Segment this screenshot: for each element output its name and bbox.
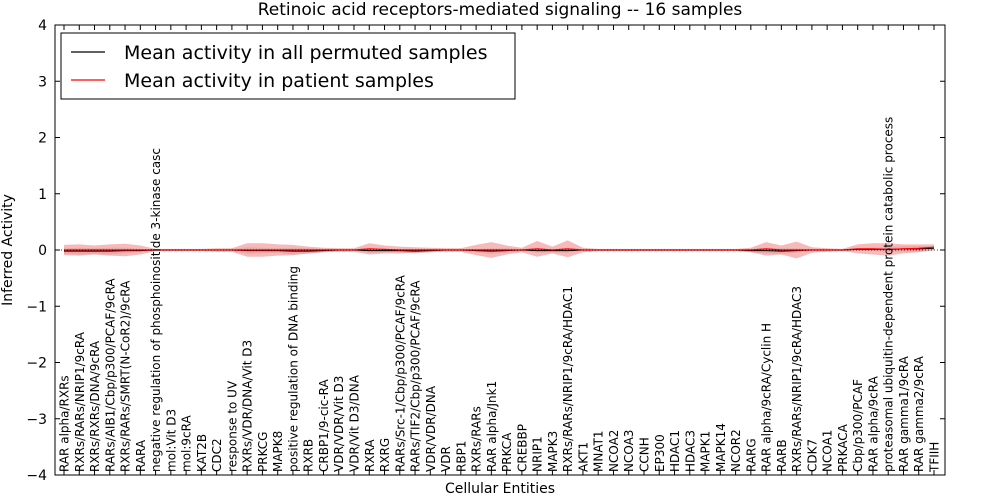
x-tick-label: RAR alpha/9cRA xyxy=(866,375,880,472)
x-tick-label: VDR/VDR/Vit D3 xyxy=(332,376,346,472)
x-tick-label: RARs/Src-1/Cbp/p300/PCAF/9cRA xyxy=(393,274,407,472)
x-tick-label: proteasomal ubiquitin-dependent protein … xyxy=(882,117,896,472)
x-tick-label: CDK7 xyxy=(805,439,819,472)
y-axis-label: Inferred Activity xyxy=(0,194,16,306)
legend-label: Mean activity in patient samples xyxy=(124,70,434,92)
x-tick-label: response to UV xyxy=(225,380,239,472)
y-tick-label: 3 xyxy=(38,74,47,90)
x-tick-label: MAPK1 xyxy=(699,431,713,472)
x-tick-label: VDR xyxy=(439,446,453,472)
x-tick-label: NRIP1 xyxy=(531,436,545,472)
x-tick-label: RARA xyxy=(134,439,148,472)
y-tick-label: 4 xyxy=(38,18,47,34)
x-tick-label: VDR/Vit D3/DNA xyxy=(348,374,362,472)
y-tick-label: 0 xyxy=(38,243,47,259)
x-tick-label: PRKCA xyxy=(500,432,514,472)
x-tick-label: RAR alpha/9cRA/Cyclin H xyxy=(760,323,774,472)
x-tick-label: NCOA1 xyxy=(821,430,835,472)
x-tick-label: RXRs/RARs/NRIP1/9cRA xyxy=(73,331,87,472)
x-tick-label: RXRB xyxy=(302,439,316,472)
x-tick-label: MNAT1 xyxy=(592,430,606,472)
x-tick-label: RBP1 xyxy=(454,441,468,472)
x-tick-label: KAT2B xyxy=(195,434,209,472)
x-tick-label: RARs/TIF2/Cbp/p300/PCAF/9cRA xyxy=(409,280,423,472)
x-tick-label: NCOR2 xyxy=(729,429,743,472)
x-tick-label: NCOA3 xyxy=(622,430,636,472)
legend: Mean activity in all permuted samples Mea… xyxy=(60,32,516,100)
x-tick-label: Cbp/p300/PCAF xyxy=(851,379,865,472)
x-tick-label: AKT1 xyxy=(576,442,590,472)
legend-box xyxy=(60,32,516,100)
x-tick-label: HDAC3 xyxy=(683,430,697,472)
x-tick-label: TFIIH xyxy=(928,442,942,473)
x-tick-label: positive regulation of DNA binding xyxy=(286,266,300,472)
y-tick-label: 1 xyxy=(38,187,47,203)
x-tick-label: RXRs/RARs/NRIP1/9cRA/HDAC3 xyxy=(790,286,804,472)
x-tick-label: RXRG xyxy=(378,438,392,472)
legend-label: Mean activity in all permuted samples xyxy=(124,42,487,64)
x-tick-label: PRKACA xyxy=(836,423,850,472)
x-tick-label: RXRs/RARs xyxy=(470,406,484,472)
y-tick-label: −3 xyxy=(26,412,47,428)
x-tick-label: CCNH xyxy=(638,437,652,472)
x-tick-label: RARs/AIB1/Cbp/p300/PCAF/9cRA xyxy=(103,278,117,472)
x-tick-label: HDAC1 xyxy=(668,430,682,472)
x-tick-label: RAR gamma1/9cRA xyxy=(897,355,911,472)
x-tick-label: CRBP1/9-cic-RA xyxy=(317,378,331,472)
x-tick-label: RXRs/RARs/NRIP1/9cRA/HDAC1 xyxy=(561,286,575,472)
y-axis: −4 −3 −2 −1 0 1 2 3 4 xyxy=(26,18,945,484)
x-tick-label: CREBBP xyxy=(515,424,529,472)
x-tick-label: RXRA xyxy=(363,439,377,472)
x-tick-label: PRKCG xyxy=(256,432,270,472)
y-tick-label: −1 xyxy=(26,299,47,315)
x-tick-label: NCOA2 xyxy=(607,430,621,472)
x-tick-label: CDC2 xyxy=(210,438,224,472)
x-tick-label: MAPK14 xyxy=(714,423,728,472)
chart-title: Retinoic acid receptors-mediated signali… xyxy=(258,0,743,20)
x-axis: RAR alpha/RXRs RXRs/RARs/NRIP1/9cRA RXRs/R… xyxy=(58,25,942,475)
x-tick-label: MAPK3 xyxy=(546,431,560,472)
x-tick-label: EP300 xyxy=(653,434,667,472)
x-tick-label: RARB xyxy=(775,439,789,472)
x-tick-label: RXRs/RARs/SMRT(N-CoR2)/9cRA xyxy=(119,280,133,472)
x-axis-label: Cellular Entities xyxy=(445,481,555,497)
y-tick-label: 2 xyxy=(38,131,47,147)
x-tick-label: negative regulation of phosphoinositide … xyxy=(149,148,163,472)
x-tick-label: RXRs/RXRs/DNA/9cRA xyxy=(88,340,102,472)
x-tick-label: RAR alpha/Jnk1 xyxy=(485,381,499,472)
x-tick-label: RXRs/VDR/DNA/Vit D3 xyxy=(241,340,255,472)
x-tick-label: mol:9cRA xyxy=(180,415,194,472)
x-tick-label: RAR alpha/RXRs xyxy=(58,375,72,472)
x-tick-label: VDR/VDR/DNA xyxy=(424,385,438,472)
x-tick-label: RAR gamma2/9cRA xyxy=(912,355,926,472)
x-tick-label: RARG xyxy=(744,438,758,472)
x-tick-label: mol:Vit D3 xyxy=(164,409,178,472)
y-tick-label: −4 xyxy=(26,468,47,484)
x-tick-label: MAPK8 xyxy=(271,431,285,472)
y-tick-label: −2 xyxy=(26,356,47,372)
